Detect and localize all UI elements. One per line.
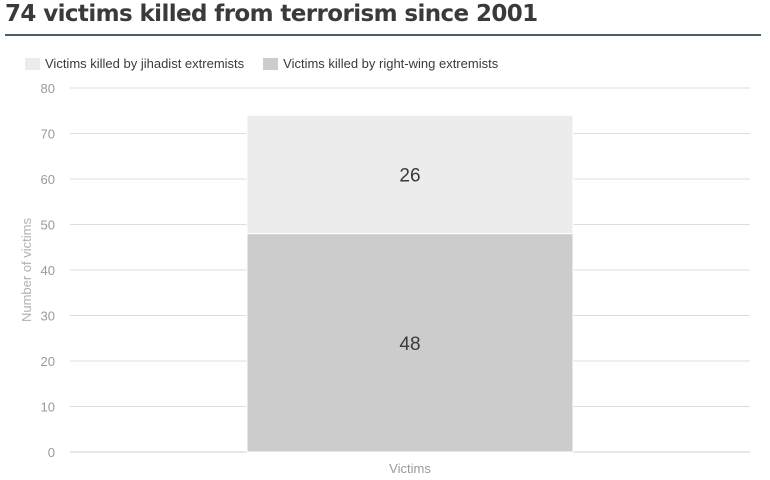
legend-label-right-wing: Victims killed by right-wing extremists <box>283 56 499 71</box>
y-tick-label-50: 50 <box>41 218 55 233</box>
y-tick-label-40: 40 <box>41 263 55 278</box>
legend-swatch-jihadist <box>25 57 40 70</box>
data-label-right-wing: 48 <box>399 334 420 355</box>
bars: 48 26 <box>246 114 574 453</box>
y-tick-label-80: 80 <box>41 81 55 96</box>
legend-swatch-right-wing <box>263 57 279 70</box>
y-tick-label-0: 0 <box>48 445 55 460</box>
legend-item-jihadist[interactable]: Victims killed by jihadist extremists <box>25 56 244 71</box>
y-tick-label-20: 20 <box>41 354 55 369</box>
chart-legend: Victims killed by jihadist extremists Vi… <box>25 56 517 71</box>
y-tick-label-70: 70 <box>41 127 55 142</box>
bar-segment-jihadist[interactable] <box>246 114 574 235</box>
x-tick-label: Victims <box>389 461 431 476</box>
legend-item-right-wing[interactable]: Victims killed by right-wing extremists <box>263 56 498 71</box>
y-tick-label-30: 30 <box>41 309 55 324</box>
title-divider <box>5 34 761 36</box>
x-axis-ticks: Victims <box>389 461 431 476</box>
y-axis-label: Number of victims <box>19 217 34 322</box>
legend-label-jihadist: Victims killed by jihadist extremists <box>45 56 245 71</box>
chart-title: 74 victims killed from terrorism since 2… <box>5 1 538 27</box>
y-axis-ticks: 0 10 20 30 40 50 60 70 80 <box>41 81 55 460</box>
data-label-jihadist: 26 <box>399 165 420 186</box>
y-tick-label-10: 10 <box>41 400 55 415</box>
y-tick-label-60: 60 <box>41 172 55 187</box>
